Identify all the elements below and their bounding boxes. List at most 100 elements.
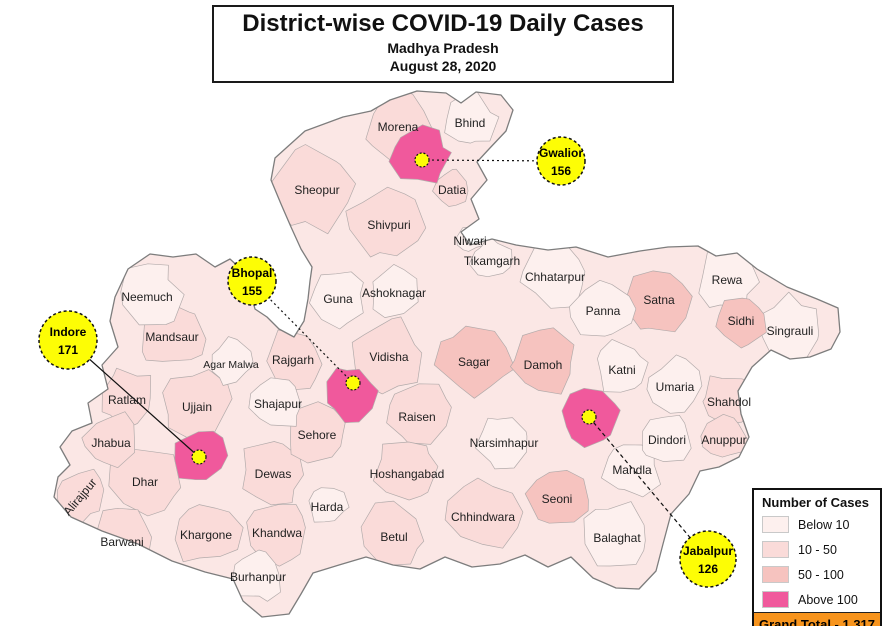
subtitle-state: Madhya Pradesh <box>387 39 499 56</box>
grand-total-badge: Grand Total - 1,317 <box>754 612 880 626</box>
district-label-burhanpur: Burhanpur <box>230 570 286 584</box>
legend-item-below-10: Below 10 <box>754 512 880 537</box>
district-shape-hoshangabad <box>372 441 439 501</box>
district-shape-dindori <box>642 414 692 462</box>
district-shape-bhind <box>444 91 500 144</box>
district-shape-tikamgarh <box>468 235 513 278</box>
district-label-shivpuri: Shivpuri <box>367 218 410 232</box>
legend-item-50---100: 50 - 100 <box>754 562 880 587</box>
district-label-anuppur: Anuppur <box>701 433 746 447</box>
district-shape-khargone <box>174 504 244 563</box>
subtitle-date: August 28, 2020 <box>389 57 497 74</box>
district-label-sagar: Sagar <box>458 355 490 369</box>
district-label-tikamgarh: Tikamgarh <box>464 254 520 268</box>
district-label-sehore: Sehore <box>298 428 337 442</box>
district-label-ratlam: Ratlam <box>108 393 146 407</box>
district-label-satna: Satna <box>643 293 675 307</box>
district-label-shajapur: Shajapur <box>254 397 302 411</box>
district-label-panna: Panna <box>586 304 621 318</box>
district-shape-agar-malwa <box>211 336 255 386</box>
district-label-guna: Guna <box>323 292 353 306</box>
district-shape-neemuch <box>120 263 185 326</box>
district-shape-ashoknagar <box>372 264 419 318</box>
district-shape-raisen <box>386 383 452 445</box>
callout-name-bhopal: Bhopal <box>232 266 273 280</box>
district-label-mandsaur: Mandsaur <box>145 330 198 344</box>
marker-dot-jabalpur <box>581 409 597 425</box>
callout-value-indore: 171 <box>58 343 78 357</box>
callout-line-bhopal <box>251 280 354 384</box>
district-label-barwani: Barwani <box>100 535 143 549</box>
title-box: District-wise COVID-19 Daily Cases Madhy… <box>212 5 674 84</box>
district-shape-vidisha <box>351 316 423 395</box>
district-shape-balaghat <box>583 501 646 567</box>
district-shape-ratlam <box>101 367 152 430</box>
legend: Number of Cases Below 10 10 - 50 50 - 100 A… <box>752 488 882 626</box>
callout-value-bhopal: 155 <box>242 284 262 298</box>
district-shape-panna <box>569 279 637 337</box>
callout-value-gwalior: 156 <box>551 164 571 178</box>
district-shape-damoh <box>510 327 575 395</box>
district-label-morena: Morena <box>378 120 419 134</box>
district-label-rewa: Rewa <box>712 273 743 287</box>
callout-value-jabalpur: 126 <box>698 562 718 576</box>
callout-line-jabalpur <box>588 416 709 560</box>
marker-dot-gwalior <box>414 152 430 168</box>
legend-label: Above 100 <box>798 592 858 607</box>
district-shape-sehore <box>290 401 346 464</box>
district-label-damoh: Damoh <box>524 358 563 372</box>
district-label-shahdol: Shahdol <box>707 395 751 409</box>
district-label-raisen: Raisen <box>398 410 435 424</box>
page-title: District-wise COVID-19 Daily Cases <box>242 10 644 37</box>
legend-title: Number of Cases <box>762 495 869 510</box>
district-label-chhatarpur: Chhatarpur <box>525 270 585 284</box>
marker-dot-indore <box>191 449 207 465</box>
district-shape-seoni <box>524 470 589 524</box>
callout-circle-jabalpur <box>679 530 737 588</box>
district-label-dindori: Dindori <box>648 433 686 447</box>
district-label-khargone: Khargone <box>180 528 232 542</box>
district-label-bhind: Bhind <box>455 116 486 130</box>
district-label-ujjain: Ujjain <box>182 400 212 414</box>
district-label-seoni: Seoni <box>542 492 573 506</box>
district-label-agar-malwa: Agar Malwa <box>203 359 259 371</box>
district-shape-sidhi <box>715 297 767 349</box>
district-label-chhindwara: Chhindwara <box>451 510 515 524</box>
district-fill-layer <box>54 91 840 617</box>
legend-label: 10 - 50 <box>798 542 837 557</box>
district-label-ashoknagar: Ashoknagar <box>362 286 426 300</box>
callout-name-jabalpur: Jabalpur <box>683 544 733 558</box>
marker-dot-bhopal <box>345 375 361 391</box>
district-shape-sagar <box>433 325 516 399</box>
district-shape-katni <box>597 339 649 393</box>
district-label-mandla: Mandla <box>612 463 652 477</box>
district-label-dewas: Dewas <box>255 467 292 481</box>
district-shape-narsimhapur <box>474 417 528 470</box>
legend-swatch-10---50 <box>762 541 789 558</box>
callout-name-gwalior: Gwalior <box>539 146 583 160</box>
legend-swatch-above-100 <box>762 591 789 608</box>
legend-label: Below 10 <box>798 517 850 532</box>
district-shape-ujjain <box>162 369 233 440</box>
district-shape-bhopal <box>326 367 379 424</box>
district-label-katni: Katni <box>608 363 635 377</box>
district-label-balaghat: Balaghat <box>593 531 641 545</box>
district-label-rajgarh: Rajgarh <box>272 353 314 367</box>
district-shape-jhabua <box>81 411 135 469</box>
district-label-singrauli: Singrauli <box>767 324 814 338</box>
district-label-sidhi: Sidhi <box>728 314 755 328</box>
callout-line-indore <box>67 339 200 458</box>
district-shape-shivpuri <box>345 186 427 258</box>
district-label-datia: Datia <box>438 183 466 197</box>
district-shape-dewas <box>242 441 304 506</box>
district-shape-dhar <box>108 448 182 517</box>
district-shape-umaria <box>646 354 703 414</box>
callout-circle-gwalior <box>536 136 586 186</box>
district-shape-anuppur <box>700 413 749 458</box>
district-label-umaria: Umaria <box>656 380 695 394</box>
legend-label: 50 - 100 <box>798 567 844 582</box>
district-label-sheopur: Sheopur <box>294 183 339 197</box>
district-shape-harda <box>308 487 350 523</box>
district-shape-chhindwara <box>444 477 524 549</box>
